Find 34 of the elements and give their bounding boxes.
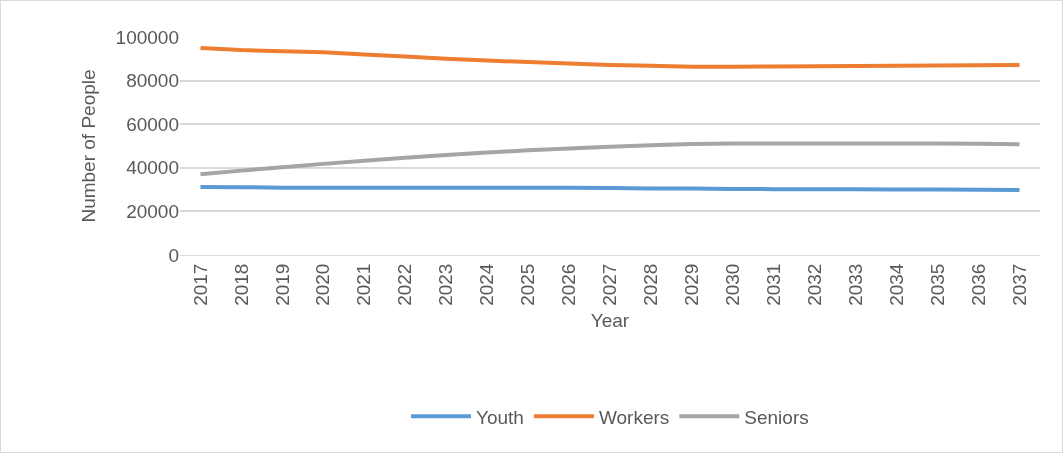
x-tick-label: 2023 (435, 263, 457, 306)
y-tick-label: 60000 (126, 113, 179, 135)
x-tick-label: 2027 (599, 263, 621, 306)
x-tick-label: 2033 (844, 263, 866, 306)
legend-label: Workers (598, 406, 670, 428)
y-tick-label: 0 (168, 244, 179, 266)
x-tick-label: 2030 (722, 263, 744, 306)
y-tick-label: 20000 (126, 201, 179, 223)
x-tick-label: 2032 (803, 263, 825, 306)
x-tick-label: 2019 (271, 263, 293, 306)
legend-label: Seniors (744, 406, 809, 428)
x-tick-label: 2028 (640, 263, 662, 306)
x-tick-label: 2029 (681, 263, 703, 306)
y-tick-label: 80000 (126, 70, 179, 92)
x-axis-title: Year (590, 309, 630, 331)
line-series (198, 141, 1022, 177)
x-tick-label: 2025 (517, 263, 539, 306)
x-tick-label: 2020 (312, 263, 334, 306)
x-tick-label: 2026 (558, 263, 580, 306)
x-tick-label: 2017 (189, 263, 211, 306)
y-tick-label: 100000 (115, 26, 179, 48)
x-tick-label: 2022 (394, 263, 416, 306)
x-tick-label: 2036 (967, 263, 989, 306)
x-tick-label: 2021 (353, 263, 375, 306)
x-tick-label: 2018 (230, 263, 252, 306)
y-tick-label: 40000 (126, 157, 179, 179)
x-tick-label: 2035 (926, 263, 948, 306)
x-tick-label: 2037 (1008, 263, 1030, 306)
x-tick-label: 2024 (476, 263, 498, 306)
line-series (198, 45, 1022, 69)
x-tick-label: 2034 (885, 263, 907, 306)
legend-label: Youth (476, 406, 524, 428)
x-tick-label: 2031 (762, 263, 784, 306)
y-axis-title: Number of People (78, 69, 100, 223)
